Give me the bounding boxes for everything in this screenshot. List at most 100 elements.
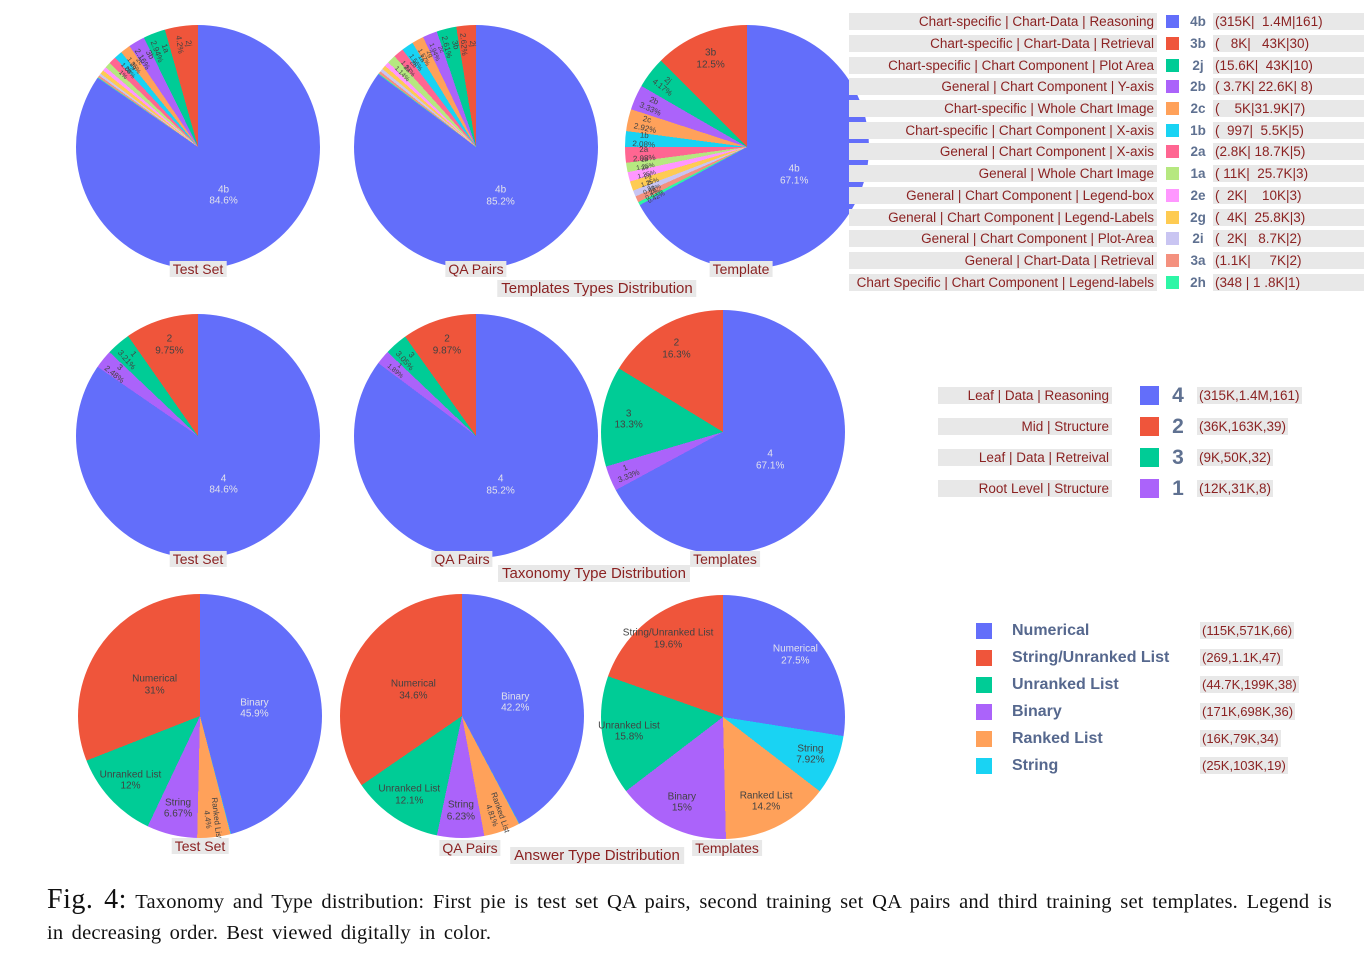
legend-label: Unranked List — [1012, 675, 1119, 693]
pie-slice-label: Numerical 34.6% — [390, 678, 436, 702]
legend-swatch — [976, 757, 992, 774]
figure-caption: Fig. 4: Taxonomy and Type distribution: … — [47, 884, 1332, 949]
pie-title: Test Set — [171, 838, 229, 854]
legend-swatch — [1166, 80, 1179, 94]
pie-slice-label: 3 2.48% — [102, 362, 127, 385]
legend-counts: (1.1K| 7K|2) — [1213, 251, 1364, 269]
pie-slice-label: 2b 1.37% — [398, 59, 419, 79]
legend-code: 3 — [1172, 445, 1184, 469]
legend-item: Chart-specific | Whole Chart Image 2c ( 5K… — [849, 98, 1364, 120]
pie-slice-label: 4b 85.2% — [486, 184, 515, 208]
caption-text: Taxonomy and Type distribution: First pi… — [47, 891, 1332, 944]
pie-slice-label: 2e 1.25% — [637, 164, 658, 182]
legend-label: Binary — [1012, 702, 1062, 720]
legend-counts: (115K,571K,66) — [1200, 622, 1295, 639]
pie-slice-label: Binary 45.9% — [240, 697, 269, 720]
legend-templates-types: Chart-specific | Chart-Data | Reasoning 4… — [849, 11, 1364, 293]
legend-code: 2h — [1190, 274, 1206, 290]
legend-counts: ( 11K| 25.7K|3) — [1213, 165, 1364, 183]
legend-counts: ( 2K| 8.7K|2) — [1213, 230, 1364, 248]
pie-slice-label: Numerical 27.5% — [772, 643, 818, 667]
pie-slice-label: 3a 0.83% — [645, 183, 665, 202]
pie-slice-label: 2 9.87% — [432, 333, 462, 357]
pie-slice-label: 4 85.2% — [486, 473, 515, 497]
pie-slice-label: 1a 1.56% — [406, 53, 426, 73]
legend-item: Leaf | Data | Retreival 3 (9K,50K,32) — [938, 442, 1302, 473]
pie-taxonomy-test-set: 4 84.6% 3 2.48% 1 3.21% 2 9.75% — [76, 314, 320, 558]
legend-code: 2 — [1172, 414, 1184, 438]
legend-swatch — [1166, 188, 1179, 202]
legend-label: Chart-specific | Chart-Data | Retrieval — [849, 35, 1157, 53]
legend-label: Chart-specific | Chart Component | Plot … — [849, 56, 1157, 74]
legend-counts: (12K,31K,8) — [1197, 480, 1274, 497]
legend-label: General | Whole Chart Image — [849, 165, 1157, 183]
legend-counts: ( 4K| 25.8K|3) — [1213, 208, 1364, 226]
legend-code: 1 — [1172, 476, 1184, 500]
legend-label: Chart-specific | Chart Component | X-axi… — [849, 121, 1157, 139]
legend-counts: (315K,1.4M,161) — [1197, 387, 1302, 404]
legend-item: General | Chart Component | Legend-Label… — [849, 206, 1364, 228]
pie-slice-label: 2h 0.42% — [646, 186, 667, 206]
pie-taxonomy-qa-pairs: 4 85.2% 1 1.89% 3 3.05% 2 9.87% — [354, 314, 598, 558]
pie-slice-label: 2c 2.92% — [632, 114, 657, 136]
pie-slice-label: 2c 1.35% — [125, 56, 145, 76]
legend-counts: (315K| 1.4M|161) — [1213, 13, 1364, 31]
legend-counts: (36K,163K,39) — [1197, 418, 1289, 435]
legend-counts: ( 997| 5.5K|5) — [1213, 121, 1364, 139]
pie-slice-label: 2g 1.57% — [415, 47, 435, 68]
pie-slice-label: 3b 12.5% — [696, 47, 725, 71]
caption-prefix: Fig. 4: — [47, 884, 127, 915]
legend-swatch — [1166, 232, 1179, 246]
pie-slice-label: Unranked List 15.8% — [598, 720, 660, 743]
legend-label: General | Chart Component | Legend-box — [849, 186, 1157, 204]
legend-counts: ( 8K| 43K|30) — [1213, 35, 1364, 53]
pie-slice-label: Unranked List 12.1% — [378, 783, 441, 807]
legend-swatch — [1166, 123, 1179, 137]
pie-slice-label: String 6.23% — [446, 799, 476, 823]
legend-counts: (171K,698K,36) — [1200, 703, 1296, 720]
pie-slice-label: 1a 1.25% — [635, 156, 656, 173]
pie-slice-label: 1 3.21% — [116, 348, 139, 372]
legend-counts: (2.8K| 18.7K|5) — [1213, 143, 1364, 161]
pie-slice-label: Ranked List 4.4% — [201, 796, 224, 840]
legend-code: 4b — [1190, 14, 1206, 30]
pie-slice-label: 1b 2.08% — [631, 130, 655, 150]
pie-slice-label: Binary 42.2% — [501, 691, 530, 714]
pie-slice-label: Ranked List 14.2% — [739, 790, 793, 813]
legend-label: Ranked List — [1012, 729, 1103, 747]
legend-counts: (16K,79K,34) — [1200, 730, 1281, 747]
pie-answer-type-test-set: Binary 45.9% Ranked List 4.4% String 6.67% Unr… — [78, 594, 322, 840]
legend-label: Chart Specific | Chart Component | Legen… — [849, 273, 1157, 291]
row-title-templates-types: Templates Types Distribution — [497, 280, 697, 297]
legend-counts: ( 5K|31.9K|7) — [1213, 100, 1364, 118]
legend-label: General | Chart-Data | Retrieval — [849, 251, 1157, 269]
pie-title: Test Set — [169, 551, 227, 567]
pie-slice-label: 2 9.75% — [155, 333, 184, 357]
legend-item: Root Level | Structure 1 (12K,31K,8) — [938, 473, 1302, 504]
legend-item: General | Chart Component | X-axis 2a (2.8… — [849, 141, 1364, 163]
pie-slice-label: 4b 84.6% — [209, 184, 238, 207]
pie-slice-label: 1 3.33% — [616, 462, 642, 485]
pie-slice-label: 2 16.3% — [662, 337, 691, 361]
row-title-answer-type: Answer Type Distribution — [510, 847, 684, 864]
legend-item: Chart Specific | Chart Component | Legen… — [849, 271, 1364, 293]
legend-counts: (25K,103K,19) — [1200, 757, 1288, 774]
pie-taxonomy-templates: 4 67.1% 1 3.33% 3 13.3% 2 16.3% — [601, 310, 845, 554]
legend-item: General | Whole Chart Image 1a ( 11K| 25.7… — [849, 163, 1364, 185]
legend-swatch — [976, 622, 992, 639]
pie-slice-label: 2b 3.33% — [638, 94, 663, 118]
legend-item: String (25K,103K,19) — [976, 752, 1299, 779]
legend-code: 1b — [1190, 122, 1206, 138]
legend-item: Unranked List (44.7K,199K,38) — [976, 671, 1299, 698]
legend-swatch — [1140, 448, 1159, 467]
legend-swatch — [976, 730, 992, 747]
pie-slice-label: 2c 1.94% — [426, 42, 445, 63]
pie-slice-label: 2j 2.62% — [457, 32, 477, 56]
legend-label: General | Chart Component | Legend-Label… — [849, 208, 1157, 226]
legend-swatch — [1166, 15, 1179, 29]
legend-label: General | Chart Component | Plot-Area — [849, 230, 1157, 248]
pie-title: QA Pairs — [431, 551, 493, 567]
legend-swatch — [1140, 479, 1159, 498]
pie-slice-label: 4 84.6% — [209, 473, 238, 496]
legend-item: Leaf | Data | Reasoning 4 (315K,1.4M,161) — [938, 380, 1302, 411]
